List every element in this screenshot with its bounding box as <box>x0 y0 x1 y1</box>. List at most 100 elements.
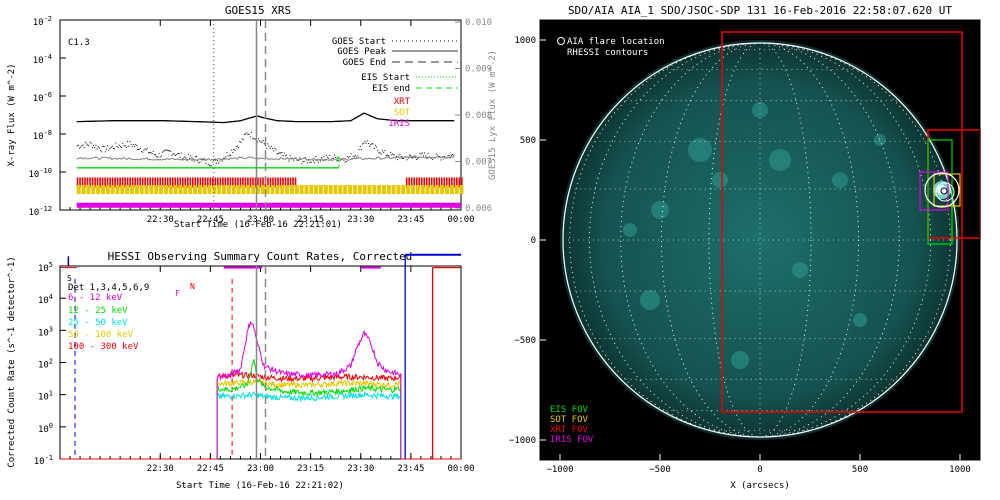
goes-sot-mark <box>289 185 294 195</box>
goes-sot-mark <box>226 185 231 195</box>
goes-xrs-short-point <box>136 145 138 147</box>
goes-xrs-short-point <box>118 144 120 146</box>
goes-xrs-short-point <box>160 155 162 157</box>
goes-xrs-short-point <box>114 148 116 150</box>
goes-xrs-short-point <box>108 149 110 151</box>
hessi-y-tick-label-exponent: -1 <box>45 454 53 462</box>
goes-xrs-short-point <box>380 153 382 155</box>
aia-limb-circle <box>562 42 958 438</box>
goes-xrs-short-point <box>262 139 264 141</box>
goes-xrs-short-point <box>149 152 151 154</box>
goes-xrs-short-point <box>128 145 130 147</box>
goes-xrs-short-point <box>370 144 372 146</box>
goes-sot-mark <box>294 185 299 195</box>
goes-xrs-short-point <box>234 149 236 151</box>
hessi-y-tick-label: 102 <box>38 358 53 371</box>
goes-xrs-short-point <box>453 155 455 157</box>
goes-sot-mark <box>381 185 386 195</box>
aia-active-region <box>731 351 749 369</box>
goes-xrs-short-point <box>427 152 429 154</box>
goes-xrs-short-point <box>232 152 234 154</box>
goes-xrs-short-point <box>176 154 178 156</box>
goes-sot-mark <box>454 185 459 195</box>
goes-sot-mark <box>285 185 290 195</box>
goes-sot-mark <box>318 185 323 195</box>
goes-xrs-short-point <box>267 143 269 145</box>
aia-grid-longitude <box>620 43 900 437</box>
goes-xrs-short-point <box>157 156 159 158</box>
goes-xrt-mark <box>461 177 463 188</box>
goes-xrt-mark <box>179 177 182 188</box>
goes-y-tick-label-exponent: -6 <box>44 91 52 99</box>
goes-flare-class: C1.3 <box>68 38 90 48</box>
goes-sot-mark <box>202 185 207 195</box>
goes-xrs-short-point <box>393 154 395 156</box>
goes-xrs-short-point <box>156 156 158 158</box>
goes-xrt-mark <box>254 177 257 188</box>
goes-xrs-short-point <box>403 157 405 159</box>
aia-y-tick-label: 1000 <box>514 36 536 46</box>
goes-sot-mark <box>197 185 202 195</box>
goes-xrt-mark <box>104 177 106 188</box>
goes-xrs-short-point <box>228 154 230 156</box>
goes-xrt-mark <box>294 177 297 188</box>
goes-xrs-short-point <box>369 145 371 147</box>
goes-y-tick-label-exponent: -10 <box>39 167 52 175</box>
goes-xrt-mark <box>129 177 131 188</box>
goes-xrs-short-point <box>239 141 241 143</box>
aia-legend-iris: IRIS FOV <box>550 435 594 445</box>
goes-xrs-short-point <box>163 150 165 152</box>
hessi-x-tick-label: 00:00 <box>447 464 474 474</box>
goes-xrt-mark <box>259 177 262 188</box>
goes-xrt-mark <box>174 177 177 188</box>
goes-sot-mark <box>348 185 353 195</box>
goes-xrt-mark <box>269 177 272 188</box>
goes-xrs-short-point <box>124 145 126 147</box>
goes-xrs-short-point <box>256 141 258 143</box>
hessi-panel: HESSI Observing Summary Count Rates, Cor… <box>7 250 475 491</box>
goes-xrs-short-point <box>165 149 167 151</box>
goes-xrs-short-point <box>397 159 399 161</box>
goes-sot-mark <box>275 185 280 195</box>
hessi-flag-n: N <box>190 282 195 291</box>
hessi-x-tick-label: 22:30 <box>147 464 174 474</box>
goes-xrs-short-point <box>452 154 454 156</box>
goes-y-tick-label-exponent: -8 <box>44 129 52 137</box>
goes-xrt-mark <box>181 177 184 188</box>
goes-xrt-mark <box>161 177 164 188</box>
goes-sot-mark <box>149 185 154 195</box>
goes-xrs-short-point <box>229 154 231 156</box>
goes-xrs-short-point <box>89 141 91 143</box>
goes-xrt-mark <box>139 177 141 188</box>
aia-x-tick-label: −500 <box>649 465 671 475</box>
goes-xrs-short-point <box>205 162 207 164</box>
goes-xrt-mark <box>96 177 99 188</box>
goes-xrs-short-point <box>415 158 417 160</box>
goes-xrs-short-point <box>204 158 206 160</box>
goes-sot-mark <box>100 185 105 195</box>
goes-xrt-mark <box>289 177 292 188</box>
goes-xrs-short-point <box>344 161 346 163</box>
aia-y-tick-label: 500 <box>520 136 536 146</box>
goes-x-tick-label: 22:45 <box>197 215 224 225</box>
goes-xrt-mark <box>159 177 162 188</box>
hessi-y-tick-label-exponent: 4 <box>49 293 53 301</box>
goes-sot-mark <box>309 185 314 195</box>
goes-iris-bar <box>76 202 461 208</box>
goes-xrs-short-point <box>242 139 244 141</box>
goes-xrs-short-point <box>426 157 428 159</box>
goes-sot-mark <box>96 185 101 195</box>
goes-xrs-short-point <box>117 147 119 149</box>
goes-sot-mark <box>440 185 445 195</box>
goes-xrs-short-point <box>254 138 256 140</box>
goes-xrt-mark <box>194 177 197 188</box>
aia-flare-core <box>937 185 947 195</box>
goes-sot-mark <box>207 185 212 195</box>
goes-xrs-panel: GOES15 XRS C1.3 22:30 22:45 23:00 23:15 23:3… <box>7 4 498 230</box>
legend-goes-end: GOES End <box>343 58 386 68</box>
goes-y-tick-label: 10-2 <box>33 15 52 28</box>
goes-xrt-mark <box>237 177 239 188</box>
goes-xrt-mark <box>91 177 94 188</box>
goes-xrs-short-point <box>358 149 360 151</box>
aia-x-tick-label: −1000 <box>546 465 573 475</box>
